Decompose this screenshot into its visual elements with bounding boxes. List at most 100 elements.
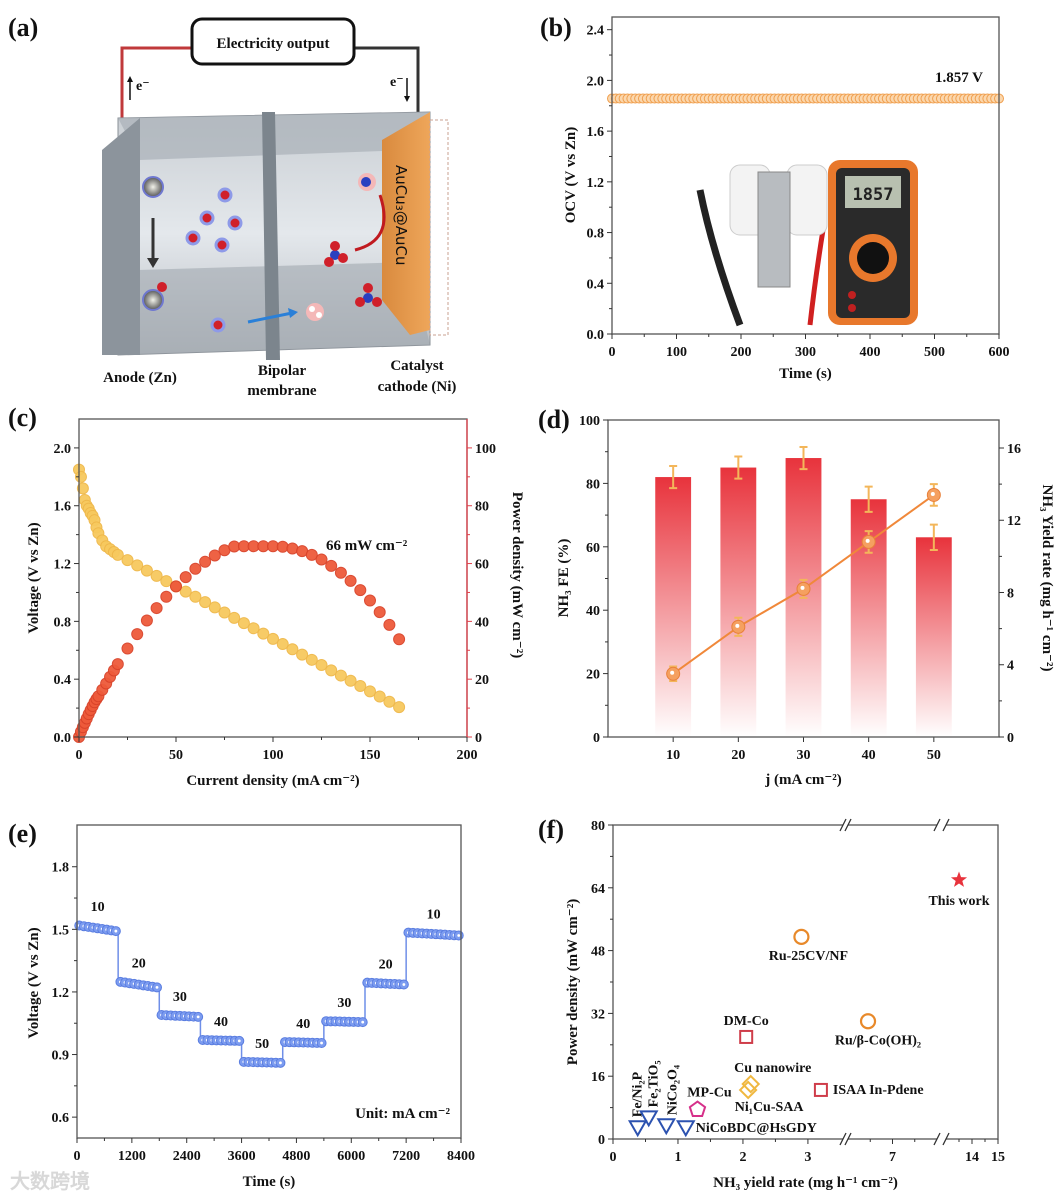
y-tick-label: 0.9 — [52, 1049, 70, 1064]
panel-a-schematic: (a) Electricity output e⁻ e⁻ AuCu₃@AuCu — [8, 13, 456, 399]
star-marker — [950, 871, 968, 887]
diamond-marker — [738, 1080, 758, 1100]
cathode-wire — [352, 46, 420, 122]
plot-frame — [78, 418, 468, 738]
voltage-point-center — [402, 983, 406, 986]
fe-bar — [915, 537, 952, 737]
point-label: Fe/Ni₂P — [631, 1071, 646, 1117]
voltage-point — [373, 690, 386, 703]
y-axis-title: Voltage (V vs Zn) — [26, 522, 42, 633]
voltage-point — [199, 596, 212, 609]
pentagon-marker — [688, 1100, 707, 1118]
power-point — [111, 658, 124, 671]
x-axis-title: Current density (mA cm⁻²) — [186, 773, 359, 789]
x-tick-label: 1200 — [118, 1149, 146, 1164]
voltage-point-center — [237, 1039, 241, 1043]
chart-c: (c) 0.0 0.4 0.8 1.2 1.6 2.0 0 20 40 60 80 100 0 50 100 1… — [8, 403, 525, 789]
y-tick-label: 1.6 — [587, 125, 605, 140]
x-tick-label: 20 — [731, 748, 745, 763]
cell-clamp — [757, 171, 791, 288]
voltage-point — [74, 470, 87, 483]
x-tick-label: 0 — [74, 1149, 81, 1164]
point-label: ISAA In-Pdene — [833, 1083, 924, 1098]
hydroxide-ions — [185, 187, 243, 333]
y-tick-label: 40 — [586, 604, 600, 619]
y-axis-title: Voltage (V vs Zn) — [26, 927, 42, 1038]
power-point — [325, 559, 338, 572]
voltage-point — [76, 482, 89, 495]
yield-point-highlight — [670, 670, 675, 675]
voltage-point — [383, 695, 396, 708]
y-tick-label: 48 — [591, 945, 605, 960]
circle-marker — [859, 1013, 877, 1030]
x-tick-label: 7200 — [392, 1149, 420, 1164]
y-tick-label: 2.0 — [54, 442, 72, 457]
triangle-marker — [656, 1118, 677, 1136]
arrowhead-icon — [147, 258, 159, 268]
current-step-label: 30 — [337, 996, 351, 1011]
voltage-point-center — [320, 1041, 323, 1045]
x-tick-label: 1 — [674, 1150, 681, 1165]
peak-power-annotation: 66 mW cm⁻² — [326, 538, 408, 554]
y-tick-label: 20 — [586, 668, 600, 683]
transport-arrow-icon — [247, 311, 293, 324]
current-step-label: 10 — [91, 900, 105, 915]
square-marker — [739, 1029, 754, 1044]
point-label: This work — [928, 894, 989, 909]
voltage-point — [364, 685, 376, 698]
voltage-point — [257, 627, 270, 640]
watermark: 大数跨境 — [10, 1169, 90, 1193]
voltage-point — [305, 653, 318, 666]
circle-marker — [793, 928, 810, 945]
x-tick-label: 50 — [927, 748, 941, 763]
nickel-foam — [429, 119, 449, 336]
x-tick-label: 0 — [610, 1150, 617, 1165]
y-tick-label: 0 — [598, 1133, 605, 1148]
voltage-point-center — [361, 1020, 365, 1024]
y-tick-label: 0.4 — [587, 277, 605, 292]
voltage-point-center — [279, 1061, 282, 1065]
voltage-point — [140, 564, 153, 577]
zn-atom-icon — [142, 176, 164, 198]
x-tick-label: 8400 — [447, 1149, 475, 1164]
x-axis-title: j (mA cm⁻²) — [764, 772, 842, 788]
y-tick-label: 4 — [1007, 659, 1014, 674]
axis-break-gap — [937, 822, 946, 828]
panel-label-c: (c) — [8, 403, 37, 432]
axis-break-icon — [839, 818, 852, 832]
point-label: Fe₂TiO₅ — [647, 1060, 662, 1107]
voltage-point — [315, 659, 328, 672]
y-tick-label: 100 — [579, 414, 600, 429]
x-tick-label: 14 — [965, 1150, 979, 1165]
zn-atom-icon — [142, 289, 164, 311]
x-tick-label: 200 — [731, 345, 752, 360]
x-tick-label: 100 — [263, 748, 284, 763]
black-probe — [696, 189, 744, 327]
unit-annotation: Unit: mA cm⁻² — [355, 1106, 450, 1122]
voltage-point — [189, 590, 202, 603]
power-point — [383, 618, 396, 631]
voltage-point — [286, 643, 299, 656]
electricity-output-label: Electricity output — [217, 36, 330, 52]
voltage-point — [218, 606, 231, 619]
y-tick-label: 32 — [591, 1007, 605, 1022]
power-point — [179, 571, 192, 584]
cathode-label-line1: Catalyst — [390, 358, 443, 374]
voltage-point — [325, 664, 338, 677]
x-tick-label: 15 — [991, 1150, 1005, 1165]
x-tick-label: 50 — [169, 748, 183, 763]
x-tick-label: 600 — [989, 345, 1010, 360]
arrowhead-icon — [127, 76, 133, 82]
y-right-axis-title: Power density (mW cm⁻²) — [509, 492, 525, 658]
power-point — [354, 584, 367, 597]
y-tick-label: 1.8 — [52, 861, 70, 876]
y-tick-label: 0.8 — [587, 227, 605, 242]
y-tick-label: 0.8 — [54, 615, 72, 630]
multimeter-jack — [848, 304, 856, 312]
membrane-label-line2: membrane — [247, 383, 316, 399]
x-tick-label: 500 — [924, 345, 945, 360]
current-step-label: 10 — [427, 907, 441, 922]
y-right-axis-title: NH₃ Yield rate (mg h⁻¹ cm⁻²) — [1039, 485, 1055, 672]
y-tick-label: 100 — [475, 442, 496, 457]
membrane-label-line1: Bipolar — [258, 363, 307, 379]
